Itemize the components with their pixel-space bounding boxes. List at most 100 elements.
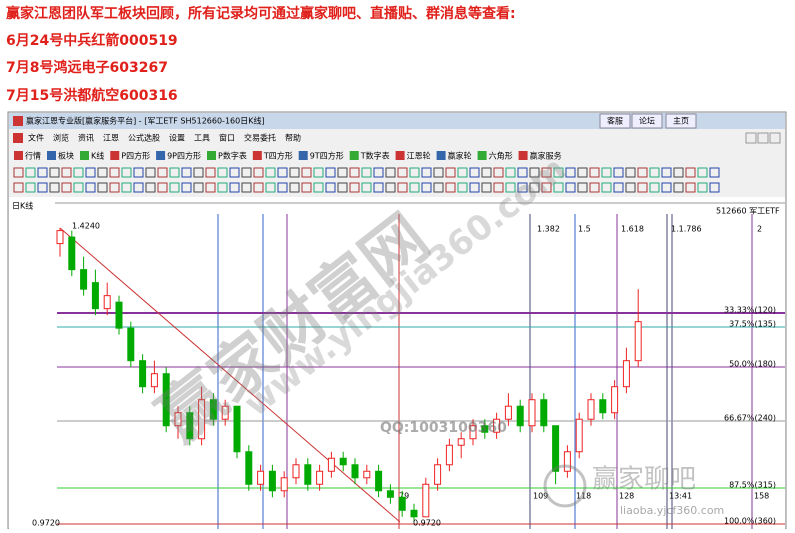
tool-icon[interactable] — [325, 167, 336, 178]
menu-item[interactable]: 窗口 — [219, 133, 235, 143]
menu-item[interactable]: 工具 — [194, 134, 210, 143]
tool-icon[interactable] — [481, 182, 492, 193]
toolbar-item[interactable]: T数字表 — [360, 151, 390, 161]
tool-icon[interactable] — [277, 167, 288, 178]
tool-icon[interactable] — [505, 167, 516, 178]
toolbar-item[interactable]: T四方形 — [263, 151, 293, 161]
tool-icon[interactable] — [445, 167, 456, 178]
tool-icon[interactable] — [121, 182, 132, 193]
tool-icon[interactable] — [397, 167, 408, 178]
tool-icon[interactable] — [13, 182, 24, 193]
tool-icon[interactable] — [169, 167, 180, 178]
tool-icon[interactable] — [517, 182, 528, 193]
tool-icon[interactable] — [193, 167, 204, 178]
tool-icon[interactable] — [649, 167, 660, 178]
tool-icon[interactable] — [421, 167, 432, 178]
tool-icon[interactable] — [433, 167, 444, 178]
tool-icon[interactable] — [37, 167, 48, 178]
tool-icon[interactable] — [73, 167, 84, 178]
tool-icon[interactable] — [589, 167, 600, 178]
tool-icon[interactable] — [601, 167, 612, 178]
title-button-label[interactable]: 主页 — [673, 116, 689, 126]
tool-icon[interactable] — [61, 167, 72, 178]
menu-item[interactable]: 资讯 — [78, 133, 94, 143]
tool-icon[interactable] — [265, 182, 276, 193]
menu-item[interactable]: 公式选股 — [128, 133, 160, 143]
tool-icon[interactable] — [421, 182, 432, 193]
toolbar-item[interactable]: 江恩轮 — [407, 151, 431, 161]
tool-icon[interactable] — [553, 167, 564, 178]
toolbar-item[interactable]: 赢家轮 — [448, 151, 472, 161]
toolbar-item[interactable]: 行情 — [25, 151, 41, 161]
tool-icon[interactable] — [469, 167, 480, 178]
tool-icon[interactable] — [325, 182, 336, 193]
tool-icon[interactable] — [133, 167, 144, 178]
tool-icon[interactable] — [601, 182, 612, 193]
tool-icon[interactable] — [385, 167, 396, 178]
tool-icon[interactable] — [205, 167, 216, 178]
tool-icon[interactable] — [709, 182, 720, 193]
tool-icon[interactable] — [697, 182, 708, 193]
tool-icon[interactable] — [673, 182, 684, 193]
tool-icon[interactable] — [301, 182, 312, 193]
tool-icon[interactable] — [625, 167, 636, 178]
tool-icon[interactable] — [385, 182, 396, 193]
tool-icon[interactable] — [349, 167, 360, 178]
tool-icon[interactable] — [661, 182, 672, 193]
tool-icon[interactable] — [265, 167, 276, 178]
tool-icon[interactable] — [361, 182, 372, 193]
tool-icon[interactable] — [97, 182, 108, 193]
toolbar-item[interactable]: P四方形 — [121, 151, 150, 161]
menu-item[interactable]: 浏览 — [53, 133, 69, 143]
tool-icon[interactable] — [685, 167, 696, 178]
tool-icon[interactable] — [565, 167, 576, 178]
tool-icon[interactable] — [661, 167, 672, 178]
menu-item[interactable]: 文件 — [28, 133, 44, 143]
tool-icon[interactable] — [145, 182, 156, 193]
tool-icon[interactable] — [613, 182, 624, 193]
tool-icon[interactable] — [445, 182, 456, 193]
tool-icon[interactable] — [13, 167, 24, 178]
title-button[interactable] — [631, 113, 663, 129]
tool-icon[interactable] — [433, 182, 444, 193]
tool-icon[interactable] — [109, 182, 120, 193]
tool-icon[interactable] — [409, 167, 420, 178]
tool-icon[interactable] — [253, 167, 264, 178]
tool-icon[interactable] — [85, 167, 96, 178]
window-control[interactable] — [745, 132, 757, 144]
tool-icon[interactable] — [493, 167, 504, 178]
title-button-label[interactable]: 论坛 — [639, 116, 655, 126]
tool-icon[interactable] — [25, 182, 36, 193]
tool-icon[interactable] — [553, 182, 564, 193]
tool-icon[interactable] — [373, 167, 384, 178]
tool-icon[interactable] — [397, 182, 408, 193]
title-button[interactable] — [665, 113, 697, 129]
tool-icon[interactable] — [685, 182, 696, 193]
menu-item[interactable]: 设置 — [169, 133, 185, 143]
tool-icon[interactable] — [481, 167, 492, 178]
tool-icon[interactable] — [49, 182, 60, 193]
tool-icon[interactable] — [97, 167, 108, 178]
tool-icon[interactable] — [649, 182, 660, 193]
tool-icon[interactable] — [49, 167, 60, 178]
tool-icon[interactable] — [181, 167, 192, 178]
toolbar-item[interactable]: 9T四方形 — [310, 151, 344, 161]
tool-icon[interactable] — [565, 182, 576, 193]
tool-icon[interactable] — [133, 182, 144, 193]
toolbar-item[interactable]: 9P四方形 — [167, 151, 201, 161]
tool-icon[interactable] — [109, 167, 120, 178]
title-button-label[interactable]: 客服 — [607, 116, 623, 126]
tool-icon[interactable] — [337, 182, 348, 193]
tool-icon[interactable] — [709, 167, 720, 178]
tool-icon[interactable] — [181, 182, 192, 193]
tool-icon[interactable] — [457, 167, 468, 178]
toolbar-item[interactable]: P数字表 — [218, 151, 247, 161]
tool-icon[interactable] — [145, 167, 156, 178]
tool-icon[interactable] — [361, 167, 372, 178]
tool-icon[interactable] — [373, 182, 384, 193]
tool-icon[interactable] — [313, 182, 324, 193]
tool-icon[interactable] — [493, 182, 504, 193]
tool-icon[interactable] — [169, 182, 180, 193]
tool-icon[interactable] — [313, 167, 324, 178]
toolbar-item[interactable]: 赢家服务 — [530, 151, 562, 161]
